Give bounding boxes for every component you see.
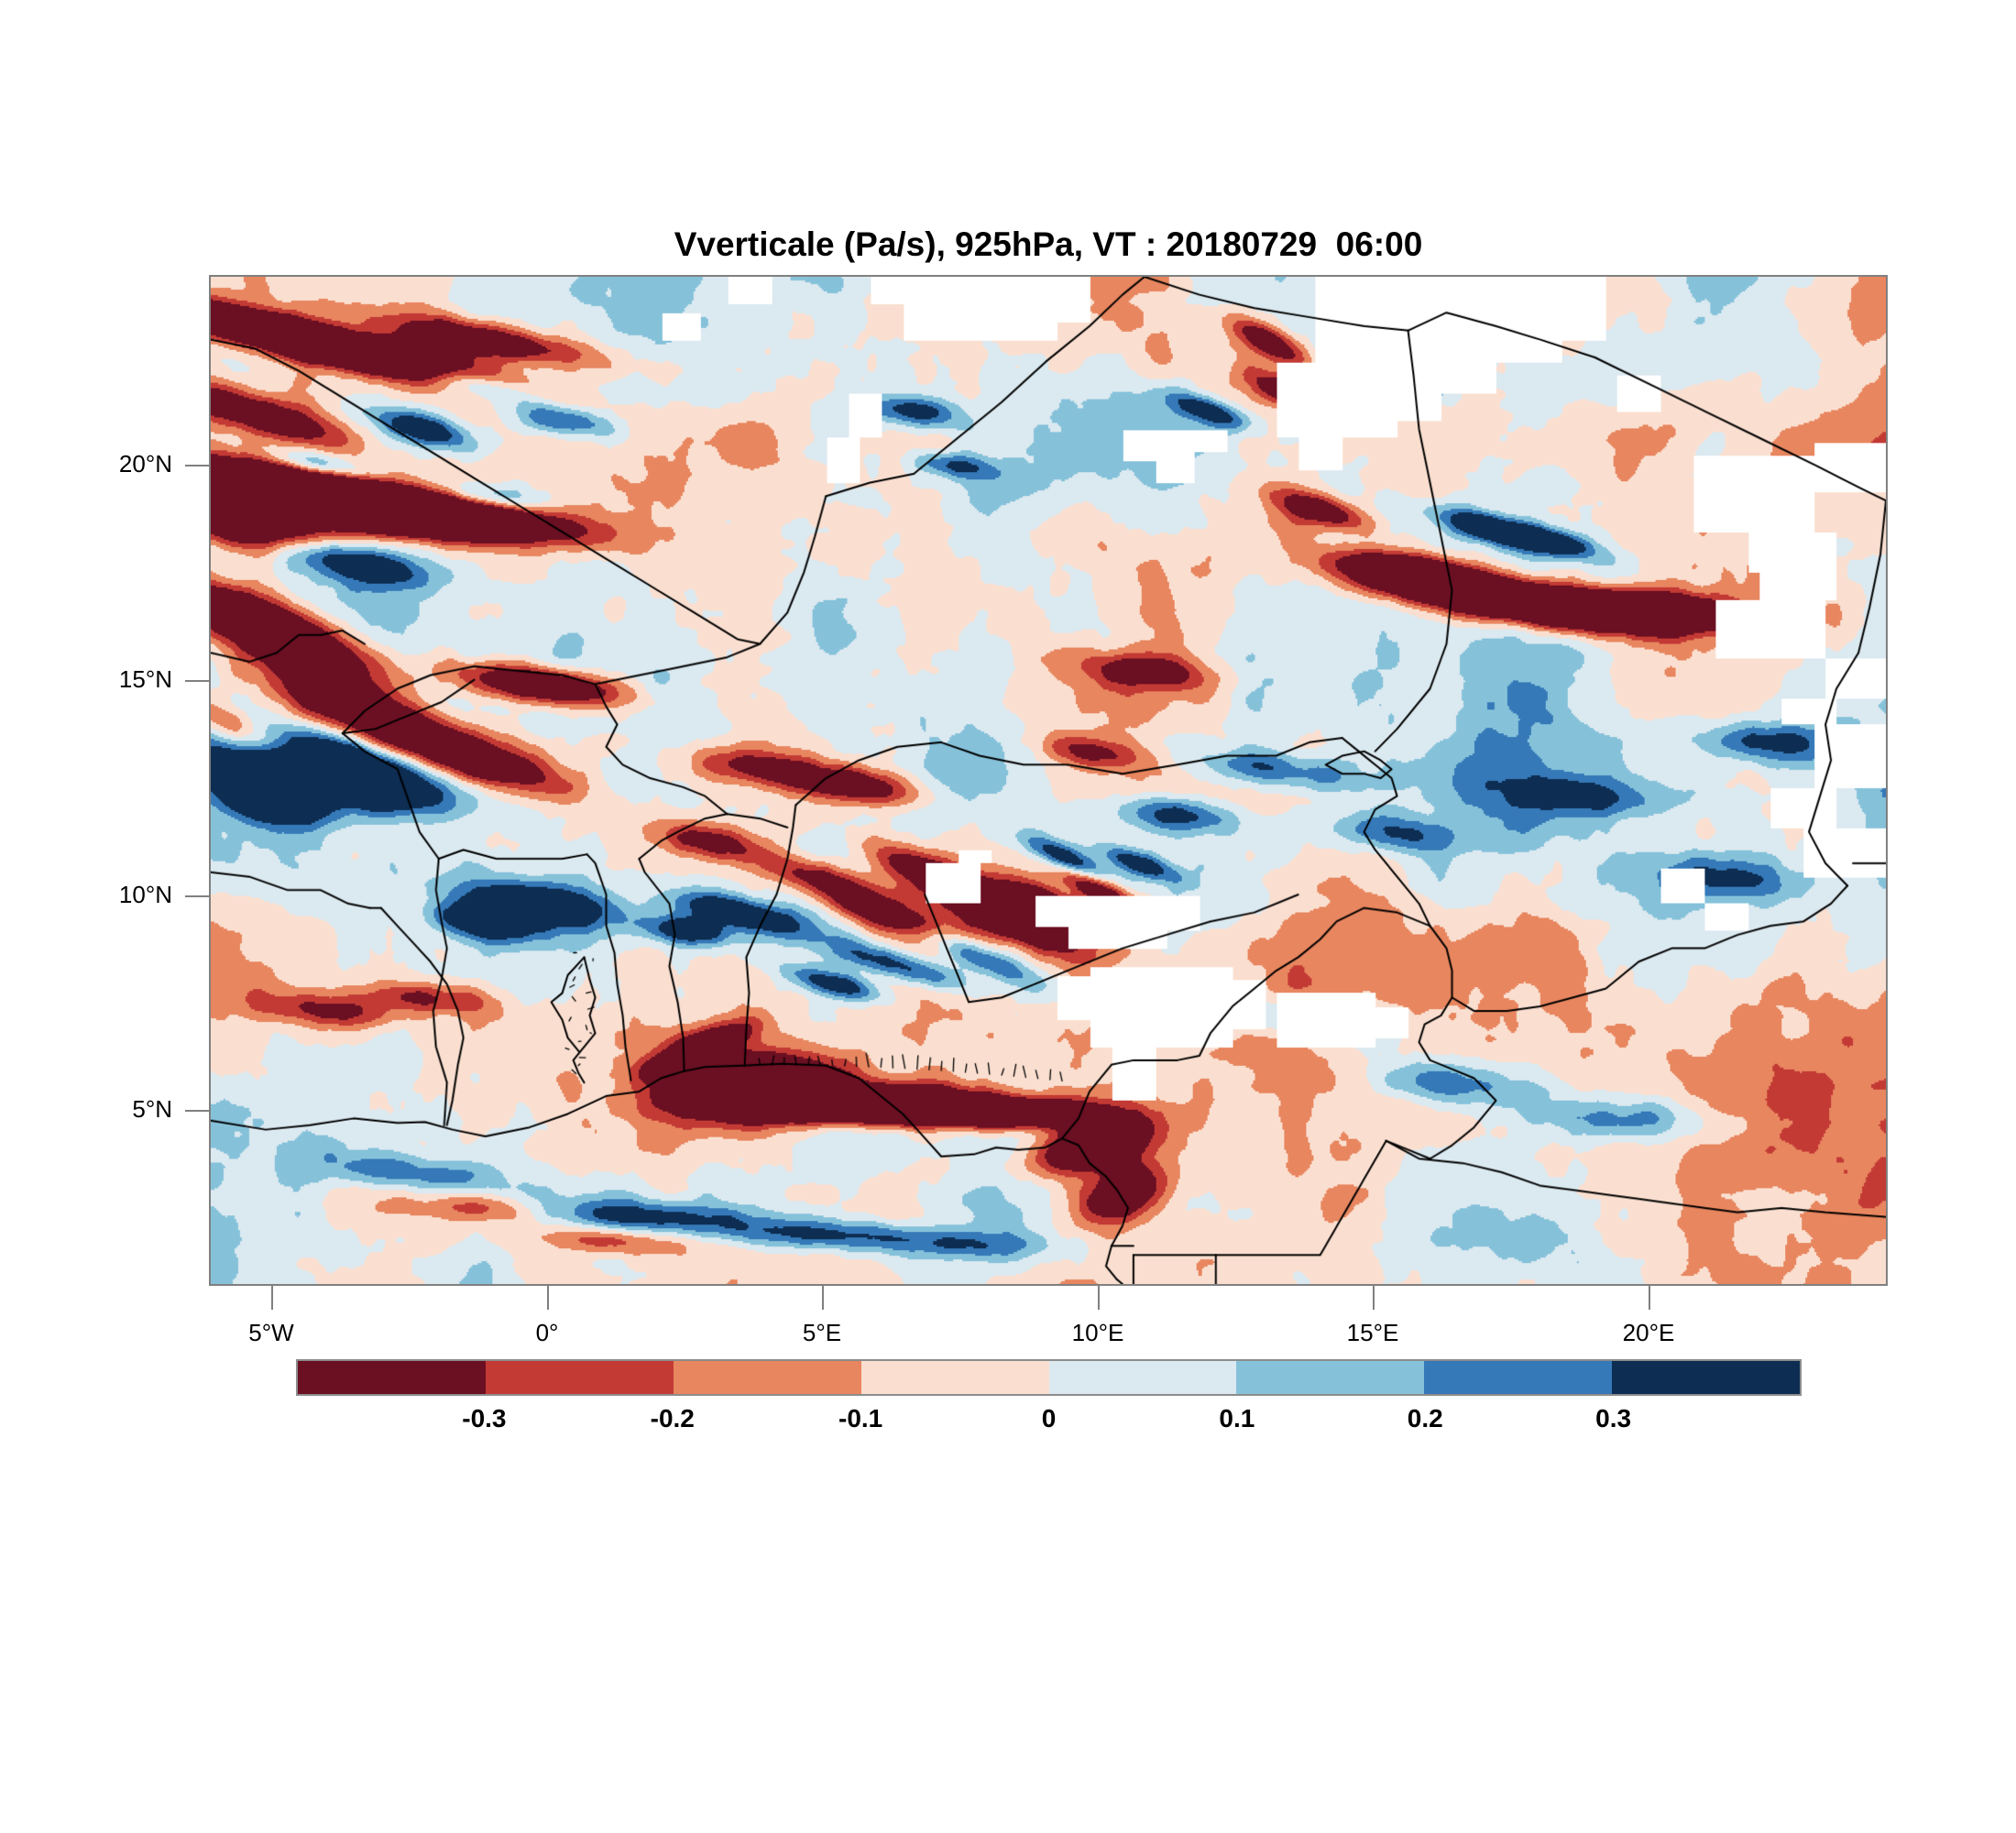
- latitude-tick-label: 5°N: [132, 1095, 172, 1123]
- page-title: Vverticale (Pa/s), 925hPa, VT : 20180729…: [674, 225, 1423, 263]
- colorbar-segment: [1048, 1361, 1237, 1394]
- colorbar-segment: [673, 1361, 861, 1394]
- longitude-tick-mark: [1649, 1286, 1650, 1310]
- colorbar[interactable]: [296, 1359, 1802, 1396]
- latitude-tick-mark: [185, 1110, 209, 1112]
- longitude-tick-label: 5°E: [802, 1319, 842, 1346]
- latitude-tick-label: 20°N: [118, 450, 172, 477]
- colorbar-tick-label: 0.1: [1219, 1404, 1255, 1432]
- latitude-tick-mark: [185, 895, 209, 897]
- colorbar-segment: [298, 1361, 486, 1394]
- longitude-tick-label: 15°E: [1346, 1319, 1399, 1346]
- colorbar-tick-label: -0.1: [838, 1404, 883, 1432]
- latitude-tick-mark: [185, 680, 209, 682]
- longitude-tick-label: 20°E: [1622, 1319, 1675, 1346]
- vertical-velocity-contour-field: [211, 277, 1886, 1284]
- colorbar-segment: [1236, 1361, 1425, 1394]
- colorbar-segment: [1424, 1361, 1613, 1394]
- longitude-tick-label: 5°W: [248, 1319, 294, 1346]
- longitude-tick-mark: [1098, 1286, 1100, 1310]
- colorbar-tick-label: 0.3: [1595, 1404, 1632, 1432]
- colorbar-segment: [485, 1361, 674, 1394]
- longitude-tick-mark: [822, 1286, 824, 1310]
- colorbar-tick-label: -0.2: [650, 1404, 695, 1432]
- latitude-tick-label: 15°N: [118, 665, 172, 693]
- longitude-tick-label: 0°: [535, 1319, 559, 1346]
- map-plot-area[interactable]: [209, 275, 1888, 1286]
- colorbar-tick-label: -0.3: [462, 1404, 507, 1432]
- longitude-tick-mark: [271, 1286, 273, 1310]
- longitude-tick-label: 10°E: [1071, 1319, 1124, 1346]
- colorbar-tick-label: 0: [1041, 1404, 1057, 1432]
- colorbar-tick-label: 0.2: [1407, 1404, 1443, 1432]
- longitude-tick-mark: [547, 1286, 549, 1310]
- latitude-tick-label: 10°N: [118, 881, 172, 908]
- colorbar-segment: [860, 1361, 1049, 1394]
- colorbar-segment: [1612, 1361, 1800, 1394]
- longitude-tick-mark: [1373, 1286, 1375, 1310]
- latitude-tick-mark: [185, 465, 209, 466]
